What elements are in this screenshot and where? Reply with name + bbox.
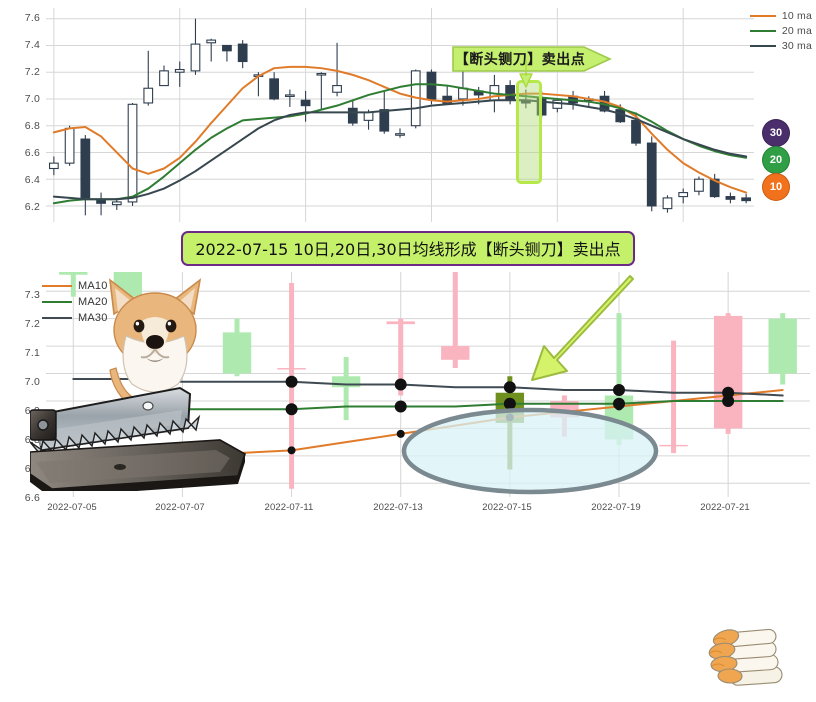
chart-page: 7.6 7.4 7.2 7.0 6.8 6.6 6.4 6.2 10 ma 20…	[0, 0, 816, 686]
ma10-end-badge: 10	[762, 173, 790, 201]
lower-xtick: 2022-07-05	[47, 502, 97, 513]
legend-swatch-ma20	[42, 301, 72, 303]
lower-ytick: 6.6	[24, 492, 40, 504]
down-arrow-icon	[519, 60, 533, 88]
lower-chart: 7.3 7.2 7.1 7.0 6.9 6.8 6.7 6.6 MA10 MA2…	[0, 266, 816, 686]
lower-ytick: 7.3	[24, 289, 40, 301]
legend-label-ma10: MA10	[78, 280, 108, 292]
legend-item-30ma: 30 ma	[749, 38, 812, 53]
legend-swatch-10ma	[749, 14, 776, 17]
lower-xtick: 2022-07-07	[155, 502, 205, 513]
upper-ytick: 6.6	[24, 147, 40, 159]
upper-plot-area	[46, 8, 754, 222]
lower-ytick: 7.1	[24, 347, 40, 359]
title-banner-text: 2022-07-15 10日,20日,30日均线形成【断头铡刀】卖出点	[181, 230, 635, 266]
lower-ytick: 7.2	[24, 318, 40, 330]
title-banner: 2022-07-15 10日,20日,30日均线形成【断头铡刀】卖出点	[0, 230, 816, 266]
ma20-end-badge: 20	[762, 146, 790, 174]
lower-xtick: 2022-07-21	[700, 502, 750, 513]
upper-chart: 7.6 7.4 7.2 7.0 6.8 6.6 6.4 6.2 10 ma 20…	[0, 0, 816, 230]
legend-label-30ma: 30 ma	[781, 39, 812, 52]
highlight-box-upper	[516, 80, 542, 184]
legend-item-ma20: MA20	[42, 294, 108, 310]
corgi-dog-illustration	[108, 278, 202, 402]
legend-swatch-20ma	[749, 29, 776, 32]
legend-item-10ma: 10 ma	[749, 8, 812, 23]
lower-legend: MA10 MA20 MA30	[42, 278, 108, 326]
lower-xtick: 2022-07-11	[264, 502, 314, 513]
upper-ytick: 7.6	[24, 12, 40, 24]
upper-ytick: 6.4	[24, 174, 40, 186]
callout-arrow-shape	[452, 46, 612, 72]
focus-ellipse	[401, 407, 659, 495]
legend-item-ma30: MA30	[42, 310, 108, 326]
legend-swatch-30ma	[749, 44, 776, 47]
legend-swatch-ma10	[42, 285, 72, 287]
guillotine-blade-illustration	[30, 386, 246, 491]
lower-xtick: 2022-07-15	[482, 502, 532, 513]
ma30-end-badge: 30	[762, 119, 790, 147]
upper-ytick: 7.2	[24, 66, 40, 78]
upper-legend: 10 ma 20 ma 30 ma	[749, 8, 812, 53]
legend-label-ma30: MA30	[78, 312, 108, 324]
legend-item-20ma: 20 ma	[749, 23, 812, 38]
legend-label-20ma: 20 ma	[781, 24, 812, 37]
lower-xtick: 2022-07-19	[591, 502, 641, 513]
upper-ytick: 7.4	[24, 39, 40, 51]
upper-ytick: 6.8	[24, 120, 40, 132]
legend-label-ma20: MA20	[78, 296, 108, 308]
upper-ytick: 7.0	[24, 93, 40, 105]
legend-label-10ma: 10 ma	[781, 9, 812, 22]
pointer-arrow-icon	[531, 275, 634, 381]
callout-sell-point-label: 【断头铡刀】卖出点	[454, 52, 586, 68]
legend-item-ma10: MA10	[42, 278, 108, 294]
lower-xtick: 2022-07-13	[373, 502, 423, 513]
lower-ytick: 7.0	[24, 376, 40, 388]
hand-decoration	[708, 628, 783, 686]
upper-ytick: 6.2	[24, 201, 40, 213]
legend-swatch-ma30	[42, 317, 72, 319]
